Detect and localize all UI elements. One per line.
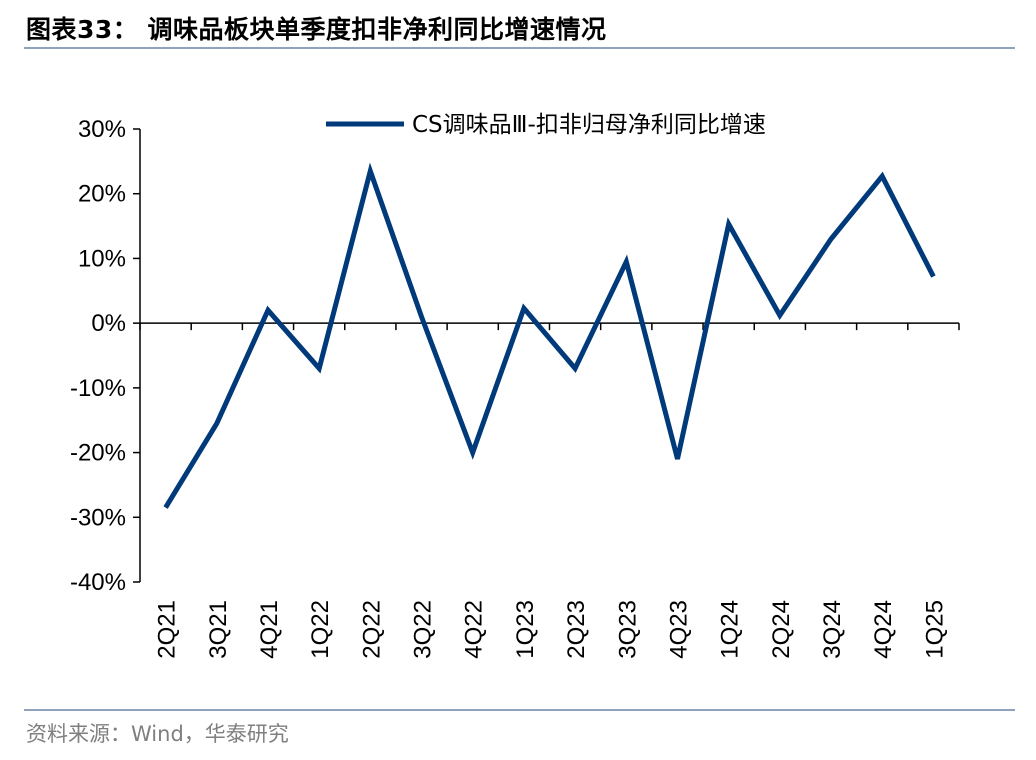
x-tick-label: 1Q25 xyxy=(921,600,948,659)
x-tick-label: 3Q24 xyxy=(819,600,846,659)
x-tick-label: 1Q22 xyxy=(307,600,334,659)
x-tick-label: 3Q22 xyxy=(410,600,437,659)
y-tick-label: 30% xyxy=(78,116,126,143)
y-tick-label: -40% xyxy=(70,569,126,596)
legend-label: CS调味品Ⅲ-扣非归母净利同比增速 xyxy=(412,112,766,138)
x-tick-label: 1Q24 xyxy=(717,600,744,659)
x-tick-label: 4Q22 xyxy=(461,600,488,659)
x-tick-label: 3Q21 xyxy=(205,600,232,659)
source-note: 资料来源：Wind，华泰研究 xyxy=(26,722,289,746)
x-tick-label: 4Q24 xyxy=(870,600,897,659)
y-tick-label: -20% xyxy=(70,440,126,467)
x-tick-label: 4Q23 xyxy=(665,600,692,659)
y-tick-label: 0% xyxy=(91,310,126,337)
series-line xyxy=(163,162,936,509)
y-tick-label: 20% xyxy=(78,181,126,208)
y-tick-label: -10% xyxy=(70,375,126,402)
x-tick-label: 2Q23 xyxy=(563,600,590,659)
source-divider xyxy=(24,709,1015,711)
x-tick-label: 4Q21 xyxy=(256,600,283,659)
y-tick-label: 10% xyxy=(78,245,126,272)
page-title: 图表33： 调味品板块单季度扣非净利同比增速情况 xyxy=(26,15,607,44)
x-tick-label: 1Q23 xyxy=(512,600,539,659)
x-tick-label: 3Q23 xyxy=(614,600,641,659)
y-tick-label: -30% xyxy=(70,504,126,531)
x-tick-label: 2Q21 xyxy=(154,600,181,659)
line-chart: 30% 20% 10% 0% -10% -20% -30% -40% 2Q21 3Q21 4Q21… xyxy=(70,112,960,659)
x-tick-label: 2Q24 xyxy=(768,600,795,659)
x-tick-label: 2Q22 xyxy=(358,600,385,659)
title-divider xyxy=(24,47,1015,49)
